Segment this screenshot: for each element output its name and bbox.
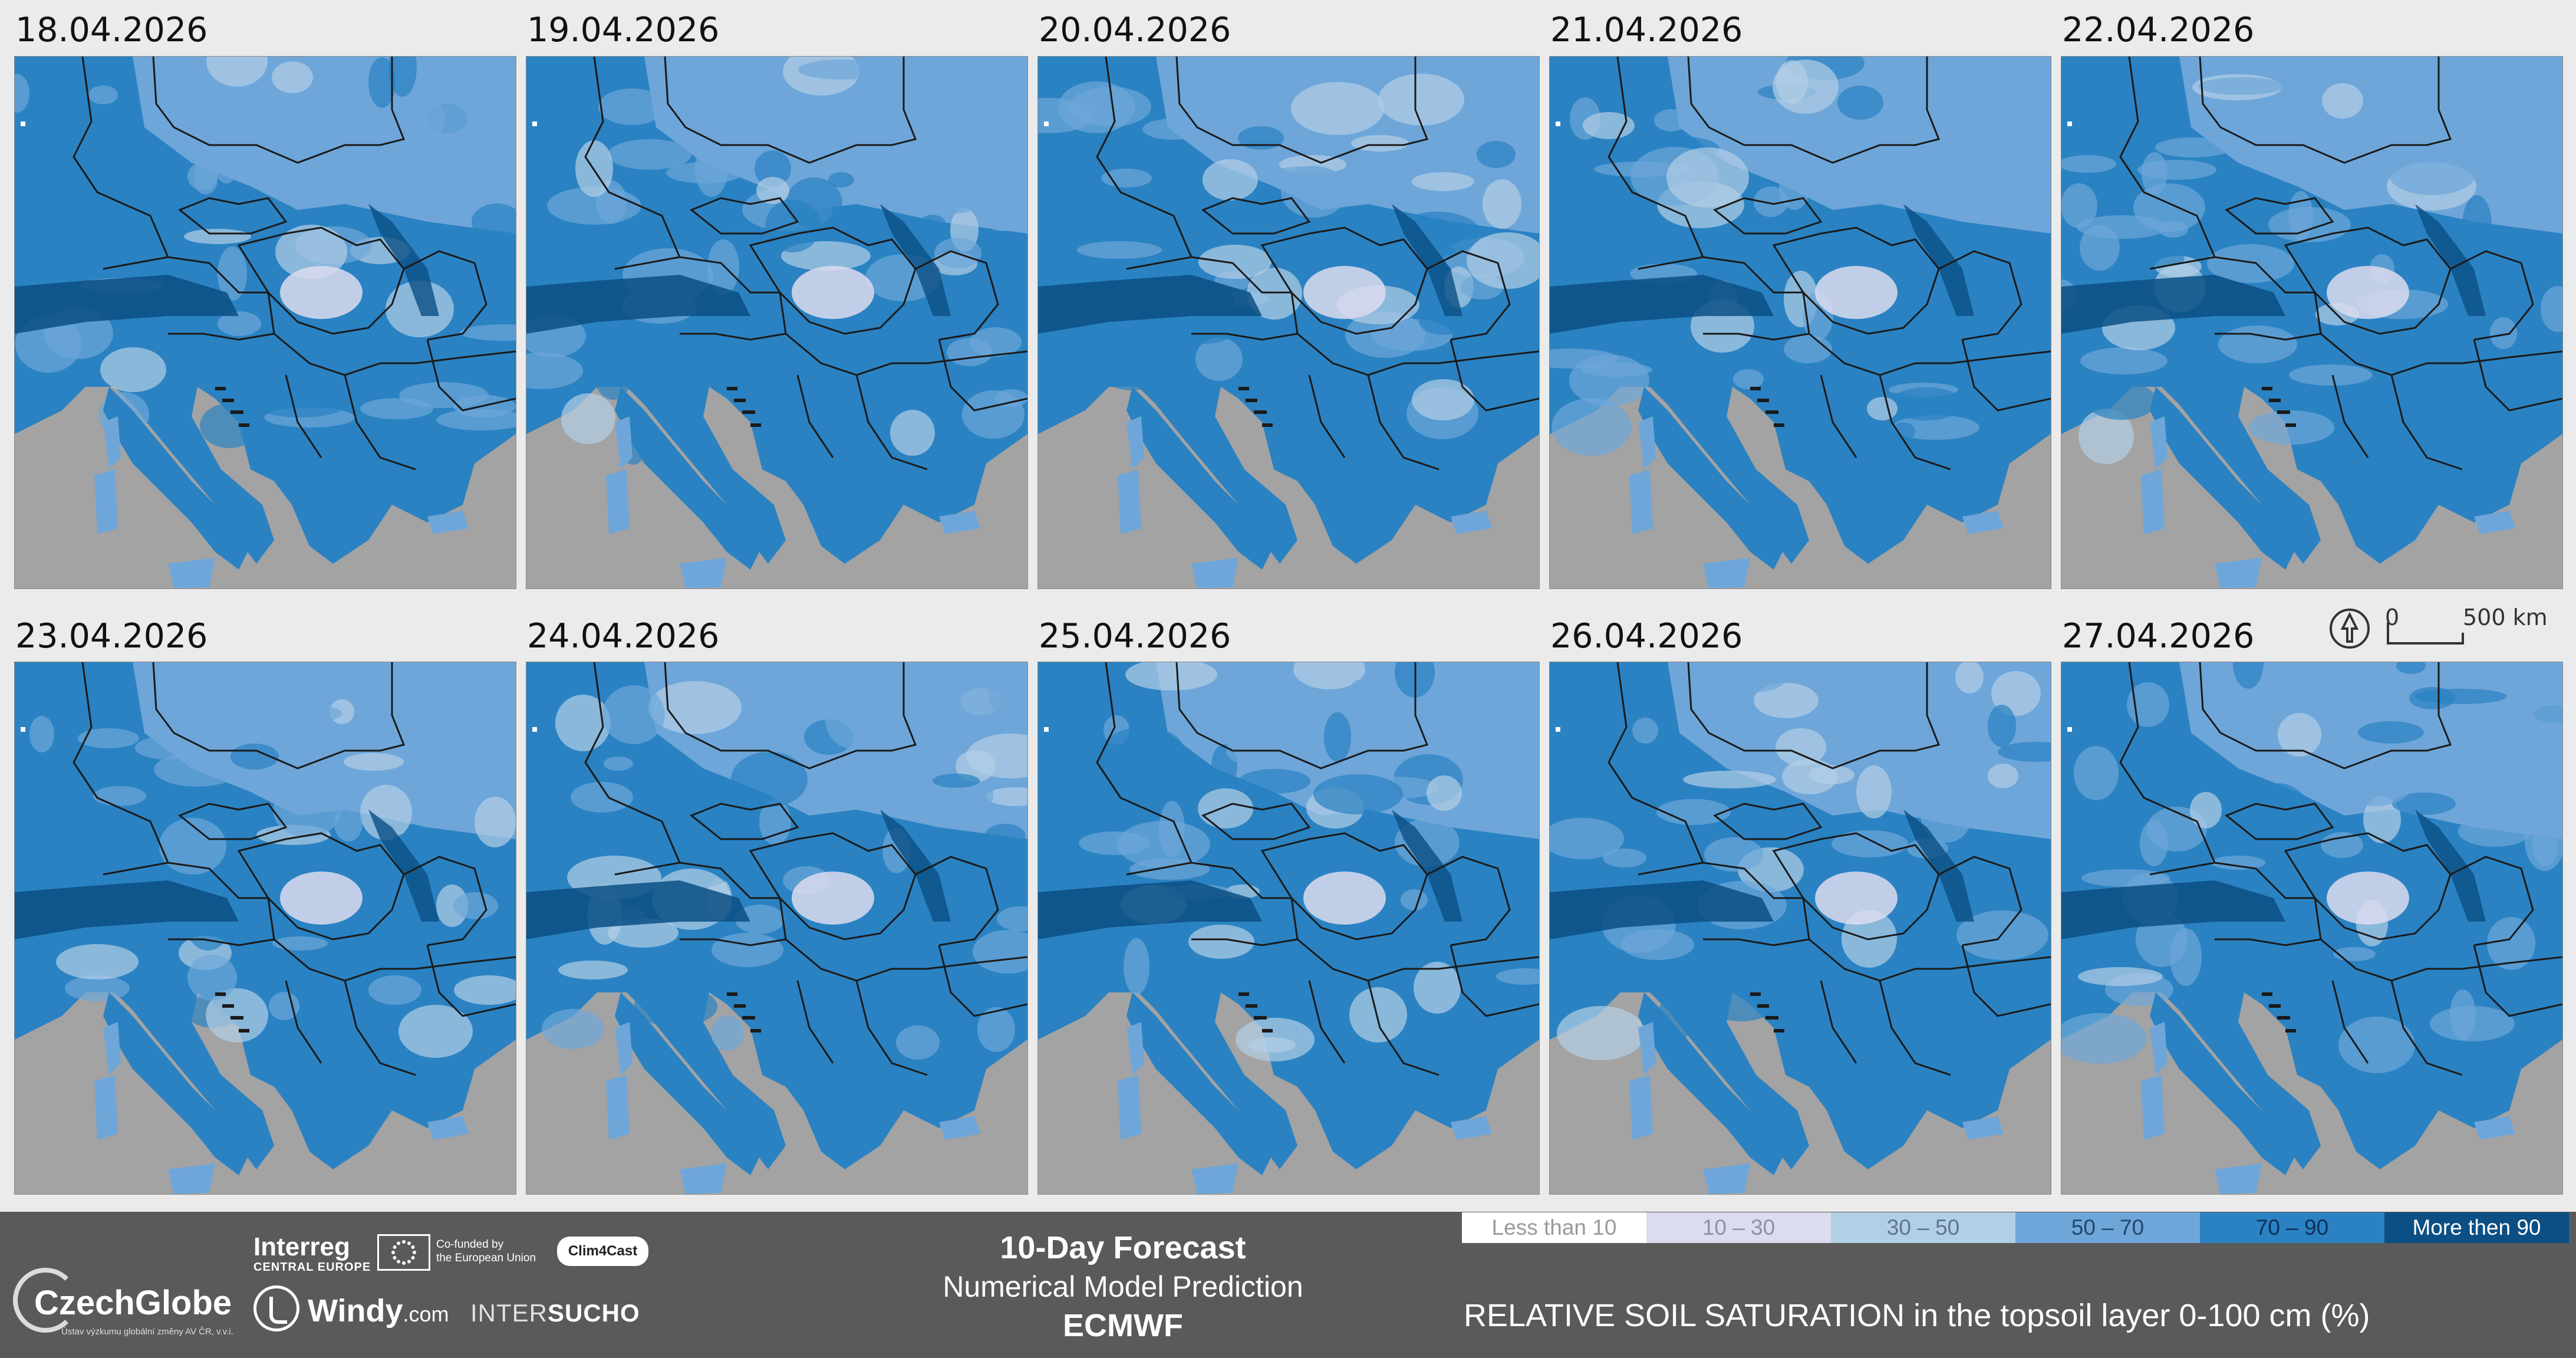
map-date-label: 26.04.2026: [1550, 617, 1743, 656]
windy-w-icon: [253, 1285, 299, 1331]
map-date-label: 19.04.2026: [527, 11, 720, 50]
legend-class: 50 – 70: [2015, 1212, 2200, 1243]
intersucho-logo: INTERSUCHO: [470, 1299, 640, 1327]
legend-title: RELATIVE SOIL SATURATION in the topsoil …: [1464, 1298, 2370, 1333]
legend-class: 70 – 90: [2200, 1212, 2384, 1243]
czechglobe-ring-icon: [13, 1268, 78, 1333]
forecast-title: 10-Day Forecast: [1000, 1230, 1246, 1265]
forecast-subtitle: Numerical Model Prediction: [943, 1270, 1303, 1303]
soil-saturation-map: [1549, 56, 2051, 589]
legend: Less than 10 10 – 30 30 – 50 50 – 70 70 – 90…: [1462, 1212, 2569, 1243]
scale-bar: 0 500 km: [2328, 604, 2564, 652]
map-date-label: 24.04.2026: [527, 617, 720, 656]
interreg-name: Interreg: [253, 1232, 350, 1261]
soil-saturation-map: [1549, 662, 2051, 1195]
legend-class: 10 – 30: [1646, 1212, 1831, 1243]
windy-name: Windy: [308, 1293, 403, 1329]
soil-saturation-map: [2061, 662, 2563, 1195]
czechglobe-subtitle: Ústav výzkumu globální změny AV ČR, v.v.…: [61, 1327, 233, 1337]
map-date-label: 27.04.2026: [2062, 617, 2255, 656]
eu-flag-icon: [377, 1234, 430, 1271]
north-arrow-icon: [2330, 609, 2370, 649]
scale-start-label: 0: [2385, 604, 2400, 630]
soil-saturation-map: [526, 56, 1028, 589]
soil-saturation-map: [14, 662, 516, 1195]
clim4cast-logo: Clim4Cast: [557, 1237, 648, 1266]
map-date-label: 22.04.2026: [2062, 11, 2255, 50]
legend-class: Less than 10: [1462, 1212, 1646, 1243]
map-date-label: 21.04.2026: [1550, 11, 1743, 50]
interreg-subtitle: CENTRAL EUROPE: [253, 1261, 371, 1274]
windy-com: .com: [403, 1302, 449, 1326]
scale-line: [2387, 622, 2464, 645]
legend-class: 30 – 50: [1831, 1212, 2015, 1243]
soil-saturation-map: [1037, 56, 1540, 589]
legend-class: More then 90: [2384, 1212, 2569, 1243]
windy-logo: Windy.com: [253, 1285, 449, 1339]
soil-saturation-map: [526, 662, 1028, 1195]
soil-saturation-map: [2061, 56, 2563, 589]
map-date-label: 18.04.2026: [15, 11, 208, 50]
map-date-label: 25.04.2026: [1039, 617, 1231, 656]
czechglobe-name: CzechGlobe: [34, 1284, 232, 1322]
eu-cofunded-text: Co-funded by the European Union: [436, 1238, 536, 1264]
map-date-label: 23.04.2026: [15, 617, 208, 656]
czechglobe-logo: CzechGlobe Ústav výzkumu globální změny …: [13, 1268, 237, 1350]
model-name: ECMWF: [1063, 1308, 1183, 1343]
soil-saturation-map: [14, 56, 516, 589]
map-date-label: 20.04.2026: [1039, 11, 1231, 50]
interreg-logo: Interreg CENTRAL EUROPE: [253, 1234, 371, 1274]
soil-saturation-map: [1037, 662, 1540, 1195]
scale-end-label: 500 km: [2463, 604, 2548, 630]
